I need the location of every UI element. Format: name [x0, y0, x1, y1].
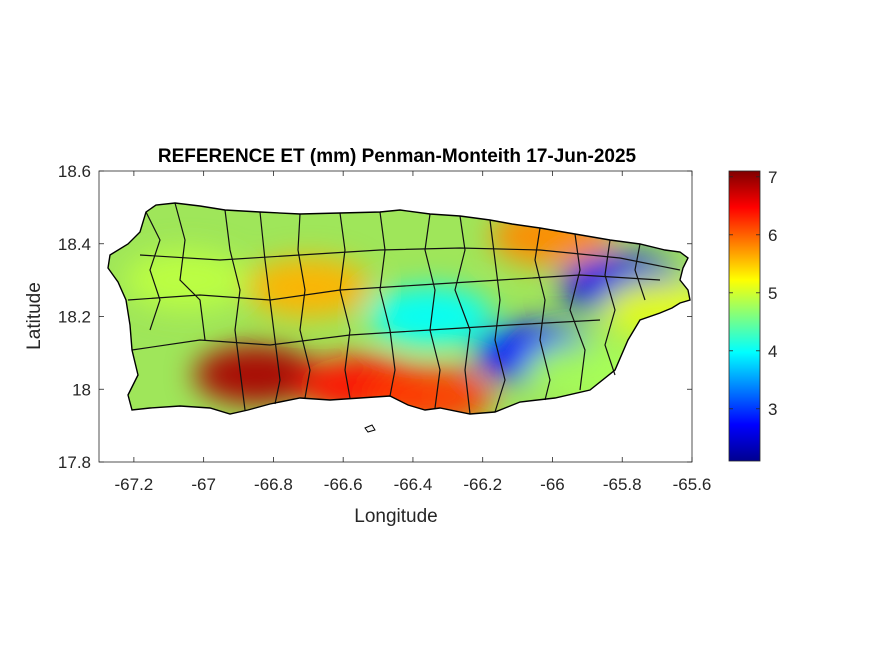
municipal-boundary-line: [339, 212, 351, 399]
x-tick-label: -66.4: [394, 475, 433, 494]
island-outline: [107, 202, 691, 415]
municipal-boundary-line: [297, 213, 311, 399]
municipal-boundary-line: [534, 227, 551, 401]
caja-de-muertos-islet: [364, 424, 376, 433]
colorbar-tick-label: 4: [768, 342, 777, 361]
heat-region-east-coast-mid: [602, 279, 690, 340]
municipal-boundary-line: [424, 213, 441, 409]
x-axis-label: Longitude: [354, 506, 437, 527]
colorbar-tick-label: 3: [768, 400, 777, 419]
municipal-boundary-line: [379, 211, 396, 397]
municipal-boundary-line: [634, 243, 646, 301]
heat-region-west-interior: [124, 250, 249, 311]
colorbar-tick-label: 5: [768, 284, 777, 303]
map-title: REFERENCE ET (mm) Penman-Monteith 17-Jun…: [158, 146, 637, 167]
x-tick-label: -66.6: [324, 475, 363, 494]
colorbar-tick-label: 7: [768, 168, 777, 187]
municipal-boundary-line: [259, 211, 281, 405]
x-tick-label: -66.2: [463, 475, 502, 494]
municipal-boundary-line: [127, 274, 661, 301]
municipal-boundary-line: [604, 239, 616, 376]
municipal-boundary-line: [454, 215, 471, 415]
x-tick-label: -66: [540, 475, 565, 494]
colorbar-tick-label: 6: [768, 226, 777, 245]
colorbar: [728, 170, 761, 462]
y-axis-label: Latitude: [24, 282, 45, 350]
y-tick-label: 18.2: [58, 308, 91, 327]
municipal-boundary-line: [174, 202, 206, 341]
heat-blobs: [124, 206, 690, 414]
municipal-boundary-line: [145, 211, 161, 331]
x-tick-label: -66.8: [254, 475, 293, 494]
y-tick-label: 17.8: [58, 453, 91, 472]
x-tick-label: -65.6: [673, 475, 712, 494]
municipal-boundary-line: [224, 209, 246, 411]
municipal-boundary-line: [131, 319, 601, 351]
colorbar-ticks: 3 4 5 6 7: [729, 168, 777, 419]
y-axis: 17.8 18 18.2 18.4 18.6: [58, 162, 692, 472]
heat-region-southwest-coast-high: [193, 344, 318, 405]
municipal-boundaries: [127, 202, 681, 415]
y-tick-label: 18: [72, 380, 91, 399]
municipal-boundary-line: [489, 219, 506, 413]
x-tick-label: -67: [191, 475, 216, 494]
heat-field: [108, 203, 690, 414]
heat-region-north-central-warm: [246, 257, 371, 318]
x-tick-label: -65.8: [603, 475, 642, 494]
y-tick-label: 18.6: [58, 162, 91, 181]
x-axis: -67.2 -67 -66.8 -66.6 -66.4 -66.2 -66 -65.8 -65.…: [115, 171, 712, 494]
municipal-boundary-line: [139, 247, 681, 271]
municipal-boundary-line: [569, 233, 586, 391]
x-tick-label: -67.2: [115, 475, 154, 494]
y-tick-label: 18.4: [58, 235, 91, 254]
